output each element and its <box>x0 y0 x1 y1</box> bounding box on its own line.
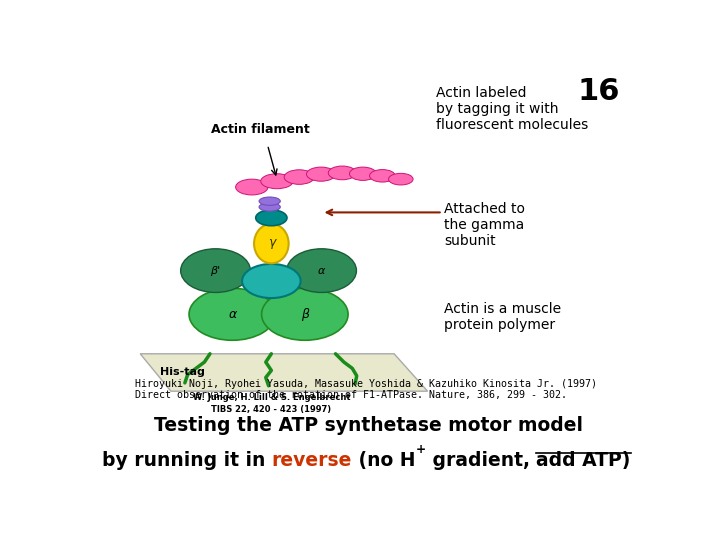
Ellipse shape <box>181 249 251 293</box>
Ellipse shape <box>369 170 395 182</box>
Text: Attached to
the gamma
subunit: Attached to the gamma subunit <box>444 202 526 248</box>
Text: 16: 16 <box>577 77 620 106</box>
Ellipse shape <box>328 166 356 180</box>
Text: Actin labeled
by tagging it with
fluorescent molecules: Actin labeled by tagging it with fluores… <box>436 85 588 132</box>
Ellipse shape <box>242 264 301 298</box>
Text: (no H: (no H <box>352 451 415 470</box>
Text: Hiroyuki Noji, Ryohei Yasuda, Masasuke Yoshida & Kazuhiko Kinosita Jr. (1997)
Di: Hiroyuki Noji, Ryohei Yasuda, Masasuke Y… <box>135 379 597 400</box>
Ellipse shape <box>256 210 287 226</box>
Text: TIBS 22, 420 - 423 (1997): TIBS 22, 420 - 423 (1997) <box>211 405 331 414</box>
Text: add ATP): add ATP) <box>536 451 631 470</box>
Ellipse shape <box>259 203 280 211</box>
Ellipse shape <box>349 167 377 180</box>
Text: α: α <box>228 308 236 321</box>
Ellipse shape <box>254 224 289 264</box>
Text: +: + <box>415 443 426 456</box>
Ellipse shape <box>235 179 268 195</box>
Text: reverse: reverse <box>271 451 352 470</box>
Ellipse shape <box>259 197 280 205</box>
Text: α: α <box>318 266 325 275</box>
Ellipse shape <box>287 249 356 293</box>
Ellipse shape <box>261 288 348 340</box>
Text: by running it in: by running it in <box>102 451 271 470</box>
Ellipse shape <box>389 173 413 185</box>
Text: γ: γ <box>268 237 275 249</box>
Ellipse shape <box>189 288 276 340</box>
Text: His-tag: His-tag <box>160 367 204 376</box>
Text: Actin filament: Actin filament <box>211 124 310 137</box>
Text: W. Junge, H. Lill & S. Engelbrecht: W. Junge, H. Lill & S. Engelbrecht <box>193 393 350 402</box>
Polygon shape <box>140 354 428 391</box>
Ellipse shape <box>261 174 293 188</box>
Text: Testing the ATP synthetase motor model: Testing the ATP synthetase motor model <box>155 416 583 435</box>
Text: β': β' <box>210 266 220 275</box>
Text: gradient,: gradient, <box>426 451 536 470</box>
Ellipse shape <box>284 170 315 184</box>
Text: β: β <box>301 308 309 321</box>
Ellipse shape <box>307 167 336 181</box>
Text: Actin is a muscle
protein polymer: Actin is a muscle protein polymer <box>444 302 562 332</box>
